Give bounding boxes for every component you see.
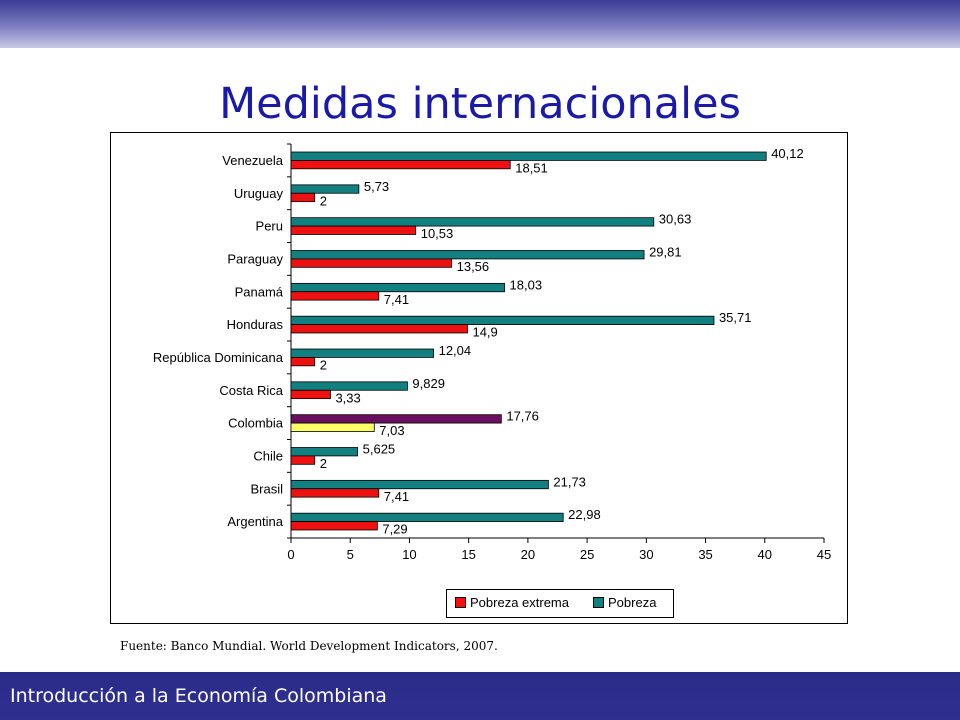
data-label-pobreza-extrema: 7,41 [384,489,409,504]
data-label-pobreza: 30,63 [659,212,692,227]
legend-item-pobreza: Pobreza [593,595,656,610]
category-label: Colombia [228,416,284,431]
bottom-band [0,672,960,720]
data-label-pobreza: 17,76 [506,409,539,424]
bar-pobreza [290,348,435,358]
data-label-pobreza: 22,98 [568,507,601,522]
category-label: República Dominicana [153,350,284,365]
category-label: Paraguay [227,251,283,266]
bar-pobreza [290,184,360,194]
category-label: Peru [256,219,283,234]
bar-pobreza-extrema [290,160,511,170]
category-label: Argentina [227,514,283,529]
bar-pobreza-extrema [290,192,316,203]
category-label: Honduras [227,317,284,332]
x-tick-label: 20 [521,547,535,562]
bar-pobreza-extrema [290,225,417,235]
bar-pobreza-extrema [290,291,380,301]
x-tick-label: 40 [758,547,772,562]
legend-swatch-pobreza [593,597,604,608]
bar-pobreza-extrema [290,324,468,334]
data-label-pobreza-extrema: 18,51 [515,160,548,175]
data-label-pobreza: 29,81 [649,245,682,260]
data-label-pobreza-extrema: 2 [320,193,327,208]
data-label-pobreza-extrema: 10,53 [421,226,454,241]
data-label-pobreza-extrema: 13,56 [457,259,490,274]
data-label-pobreza-extrema: 2 [320,456,327,471]
footer-title: Introducción a la Economía Colombiana [10,685,387,707]
bar-pobreza-extrema [290,521,378,531]
bar-pobreza [290,282,505,293]
slide-title: Medidas internacionales [219,79,741,129]
bar-pobreza-extrema [290,258,453,268]
data-label-pobreza: 5,73 [364,179,389,194]
legend-swatch-pobreza-extrema [455,597,466,608]
bar-pobreza [290,512,564,522]
legend-label-pobreza-extrema: Pobreza extrema [470,595,569,610]
category-label: Uruguay [234,186,284,201]
data-label-pobreza: 35,71 [719,310,752,325]
x-tick-label: 0 [287,547,294,562]
category-label: Panamá [235,284,284,299]
data-label-pobreza: 18,03 [510,277,543,292]
legend-label-pobreza: Pobreza [608,595,657,610]
data-label-pobreza-extrema: 3,33 [335,390,360,405]
bar-pobreza [290,151,767,161]
bar-pobreza-extrema [290,389,331,400]
bar-pobreza-extrema [290,422,375,432]
bar-pobreza [290,250,645,260]
bar-pobreza [290,479,549,490]
category-label: Brasil [250,481,283,496]
data-label-pobreza: 12,04 [439,343,472,358]
category-label: Costa Rica [219,383,283,398]
x-tick-label: 35 [698,547,712,562]
bar-pobreza [290,315,715,325]
x-tick-label: 25 [580,547,594,562]
bar-pobreza [290,381,408,391]
chart-area: 0 5 10 15 20 25 30 35 40 45 Venezuela 40,12 18,51 Uru… [110,132,848,624]
source-note: Fuente: Banco Mundial. World Development… [120,639,498,653]
data-label-pobreza-extrema: 7,29 [382,522,407,537]
bar-chart: 0 5 10 15 20 25 30 35 40 45 Venezuela 40,12 18,51 Uru… [153,143,831,562]
bar-pobreza [290,217,655,227]
bar-pobreza-extrema [290,357,316,367]
bar-pobreza-extrema [290,488,380,498]
data-label-pobreza-extrema: 14,9 [472,325,497,340]
chart-legend: Pobreza extrema Pobreza [446,589,674,618]
top-band [0,0,960,48]
bar-pobreza [290,414,502,424]
x-tick-label: 45 [817,547,831,562]
category-label: Chile [253,448,283,463]
data-label-pobreza: 21,73 [553,474,586,489]
data-label-pobreza: 40,12 [771,146,804,161]
data-label-pobreza-extrema: 2 [320,357,327,372]
data-label-pobreza: 5,625 [363,442,396,457]
legend-item-pobreza-extrema: Pobreza extrema [455,595,569,610]
data-label-pobreza-extrema: 7,03 [379,423,404,438]
bar-pobreza-extrema [290,455,316,465]
x-tick-label: 10 [402,547,416,562]
category-label: Venezuela [222,153,283,168]
data-label-pobreza-extrema: 7,41 [384,292,409,307]
bar-pobreza [290,447,359,457]
x-tick-label: 30 [639,547,653,562]
x-tick-label: 15 [461,547,475,562]
data-label-pobreza: 9,829 [412,376,445,391]
x-tick-label: 5 [347,547,354,562]
